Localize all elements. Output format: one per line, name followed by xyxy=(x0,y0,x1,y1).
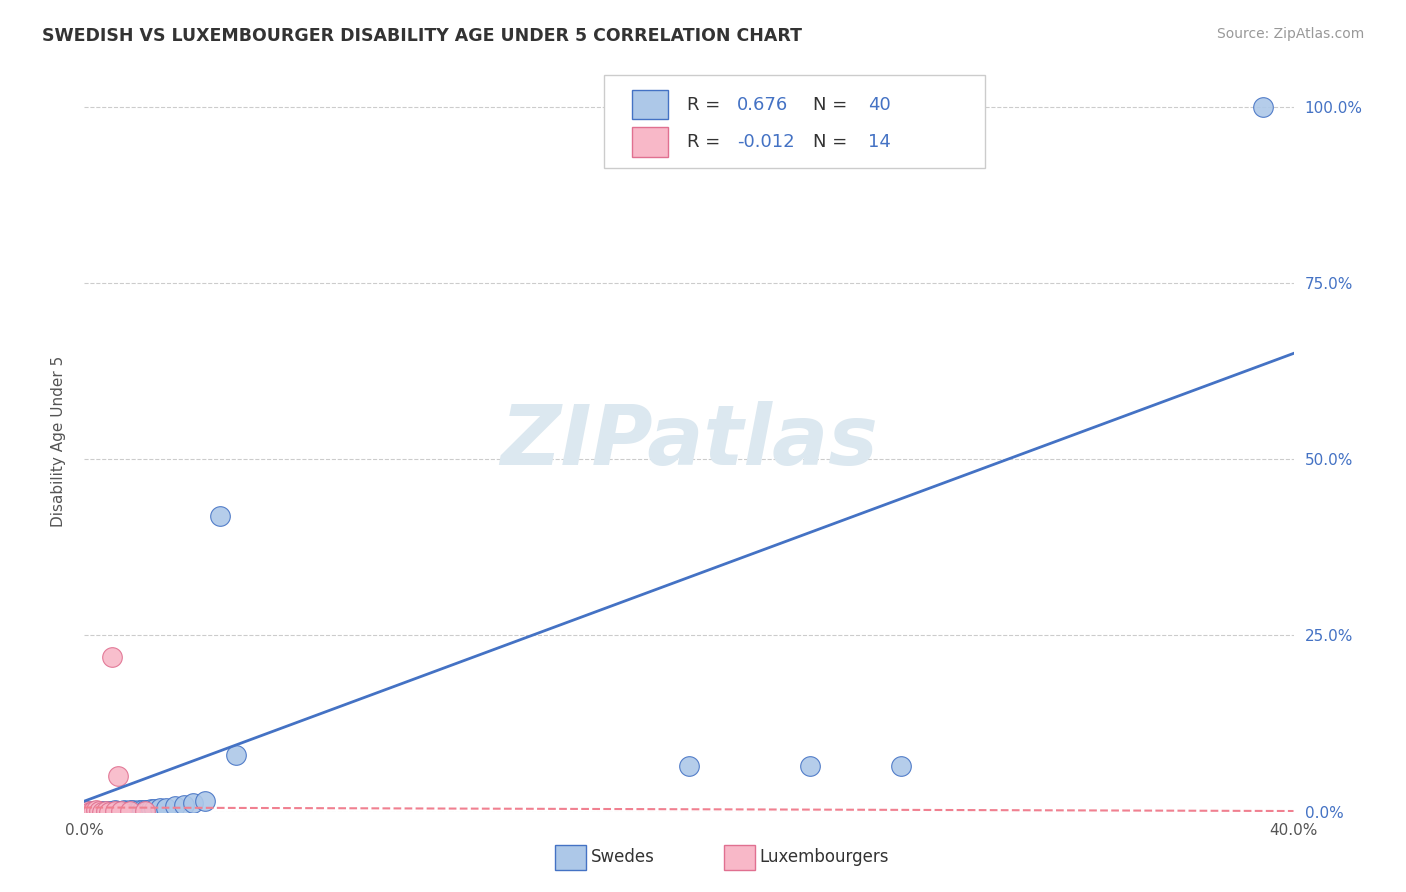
Point xyxy=(89,804,111,818)
Point xyxy=(131,803,153,817)
Point xyxy=(86,805,108,819)
Point xyxy=(118,804,141,818)
Point xyxy=(799,759,821,773)
Point xyxy=(678,759,700,773)
Point xyxy=(104,804,127,818)
Point xyxy=(890,759,912,773)
Point xyxy=(112,803,135,817)
Text: Luxembourgers: Luxembourgers xyxy=(759,848,889,866)
Point xyxy=(165,799,187,814)
Point xyxy=(142,802,165,816)
Point xyxy=(76,804,98,818)
Text: ZIPatlas: ZIPatlas xyxy=(501,401,877,482)
Point xyxy=(97,804,120,818)
Point xyxy=(86,804,108,818)
Point xyxy=(110,804,132,818)
Point xyxy=(125,804,148,818)
Point xyxy=(181,796,204,810)
Point xyxy=(107,769,129,783)
Point xyxy=(118,803,141,817)
Text: 40: 40 xyxy=(868,95,890,113)
FancyBboxPatch shape xyxy=(633,127,668,156)
Text: SWEDISH VS LUXEMBOURGER DISABILITY AGE UNDER 5 CORRELATION CHART: SWEDISH VS LUXEMBOURGER DISABILITY AGE U… xyxy=(42,27,803,45)
Point xyxy=(89,805,111,819)
FancyBboxPatch shape xyxy=(633,90,668,120)
Y-axis label: Disability Age Under 5: Disability Age Under 5 xyxy=(51,356,66,527)
Text: Swedes: Swedes xyxy=(591,848,654,866)
Text: R =: R = xyxy=(686,95,725,113)
Point xyxy=(79,805,101,819)
Point xyxy=(155,801,177,815)
Point xyxy=(107,804,129,818)
Text: R =: R = xyxy=(686,133,725,151)
Point xyxy=(134,803,156,817)
Text: 0.676: 0.676 xyxy=(737,95,789,113)
Point xyxy=(76,804,98,818)
Point xyxy=(91,804,114,818)
Text: N =: N = xyxy=(814,95,853,113)
Point xyxy=(128,803,150,817)
FancyBboxPatch shape xyxy=(605,75,986,168)
Point xyxy=(79,805,101,819)
Text: Source: ZipAtlas.com: Source: ZipAtlas.com xyxy=(1216,27,1364,41)
Point xyxy=(89,804,111,818)
Point xyxy=(82,804,104,818)
Point xyxy=(94,804,117,818)
Point xyxy=(136,803,159,817)
Point xyxy=(110,804,132,818)
Point xyxy=(194,794,217,808)
Point xyxy=(149,801,172,815)
Point xyxy=(173,797,195,812)
Point xyxy=(73,805,96,819)
Point xyxy=(104,804,127,818)
Point xyxy=(97,805,120,819)
Point xyxy=(115,804,138,818)
Point xyxy=(100,805,122,819)
Point xyxy=(209,508,232,523)
Point xyxy=(225,748,247,763)
Point xyxy=(82,804,104,818)
Point xyxy=(134,804,156,818)
Point xyxy=(1253,100,1275,114)
Point xyxy=(100,649,122,664)
Point xyxy=(91,805,114,819)
Point xyxy=(121,803,143,817)
Point xyxy=(94,805,117,819)
Text: -0.012: -0.012 xyxy=(737,133,794,151)
Text: 14: 14 xyxy=(868,133,891,151)
Point xyxy=(104,803,127,817)
Point xyxy=(86,803,108,817)
Point xyxy=(94,804,117,818)
Text: N =: N = xyxy=(814,133,853,151)
Point xyxy=(139,802,162,816)
